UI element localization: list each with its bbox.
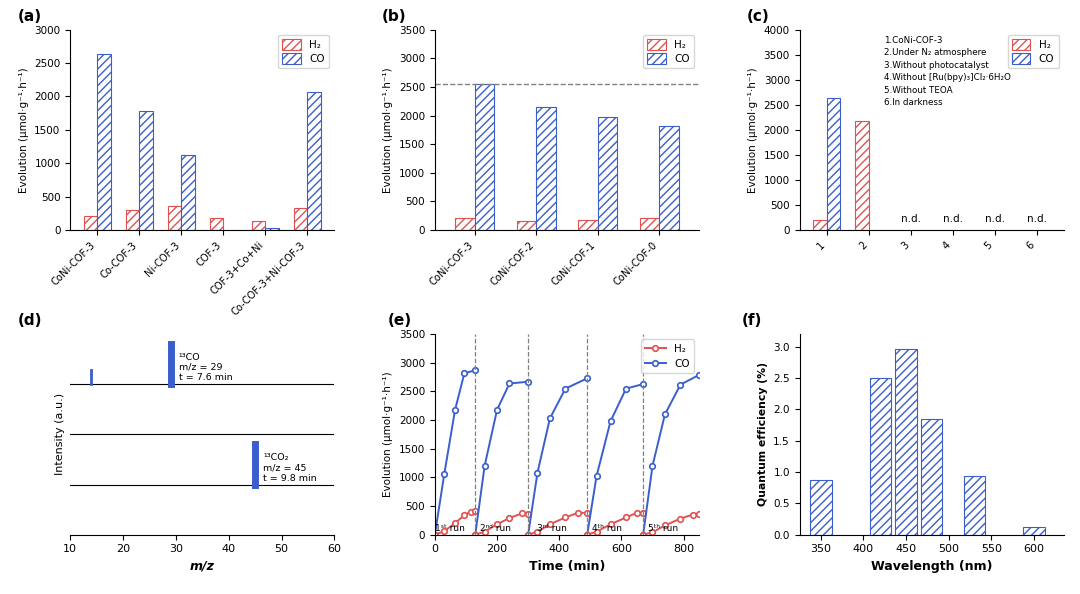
Text: 1.CoNi-COF-3
2.Under N₂ atmosphere
3.Without photocatalyst
4.Without [Ru(bpy)₃]C: 1.CoNi-COF-3 2.Under N₂ atmosphere 3.Wit…	[885, 36, 1011, 107]
Legend: H₂, CO: H₂, CO	[640, 339, 694, 373]
Bar	[475, 84, 495, 230]
Bar	[855, 121, 868, 230]
Text: n.d.: n.d.	[901, 214, 920, 224]
Bar	[537, 107, 556, 230]
Bar	[869, 378, 891, 535]
Text: 1ˢᵗ run: 1ˢᵗ run	[435, 524, 465, 533]
Bar	[126, 210, 139, 230]
Text: (e): (e)	[388, 313, 411, 328]
Y-axis label: Evolution (μmol·g⁻¹·h⁻¹): Evolution (μmol·g⁻¹·h⁻¹)	[383, 67, 393, 192]
Bar	[659, 126, 679, 230]
X-axis label: m/z: m/z	[190, 560, 215, 573]
Y-axis label: Evolution (μmol·g⁻¹·h⁻¹): Evolution (μmol·g⁻¹·h⁻¹)	[18, 67, 29, 192]
Text: n.d.: n.d.	[985, 214, 1004, 224]
Bar	[578, 220, 597, 230]
Text: 3ʳᵈ run: 3ʳᵈ run	[537, 524, 566, 533]
X-axis label: Wavelength (nm): Wavelength (nm)	[870, 560, 993, 573]
Text: (f): (f)	[741, 313, 761, 328]
Bar	[294, 208, 307, 230]
Text: 5ᵗʰ run: 5ᵗʰ run	[648, 524, 678, 533]
Bar	[307, 93, 321, 230]
Text: n.d.: n.d.	[1026, 214, 1047, 224]
Text: (b): (b)	[382, 9, 407, 24]
Bar	[597, 116, 618, 230]
Bar	[167, 206, 181, 230]
Legend: H₂, CO: H₂, CO	[279, 35, 329, 68]
Bar	[455, 218, 475, 230]
Text: (a): (a)	[17, 9, 41, 24]
Bar	[139, 110, 153, 230]
Bar	[921, 419, 943, 535]
Bar	[252, 221, 266, 230]
Bar	[963, 476, 985, 535]
Legend: H₂, CO: H₂, CO	[643, 35, 694, 68]
Text: (d): (d)	[17, 313, 42, 328]
Y-axis label: Quantum efficiency (%): Quantum efficiency (%)	[758, 362, 768, 507]
Bar	[810, 479, 832, 535]
Y-axis label: Evolution (μmol·g⁻¹·h⁻¹): Evolution (μmol·g⁻¹·h⁻¹)	[748, 67, 758, 192]
Bar	[516, 221, 537, 230]
Text: 4ᵗʰ run: 4ᵗʰ run	[593, 524, 622, 533]
Text: ¹³CO
m/z = 29
t = 7.6 min: ¹³CO m/z = 29 t = 7.6 min	[178, 352, 232, 383]
Bar	[895, 349, 917, 535]
Legend: H₂, CO: H₂, CO	[1008, 35, 1058, 68]
Y-axis label: Evolution (μmol·g⁻¹·h⁻¹): Evolution (μmol·g⁻¹·h⁻¹)	[383, 372, 393, 497]
Y-axis label: Intensity (a.u.): Intensity (a.u.)	[55, 393, 65, 475]
Bar	[84, 216, 97, 230]
Bar	[813, 220, 827, 230]
Bar	[181, 154, 194, 230]
Bar	[266, 228, 279, 230]
Text: n.d.: n.d.	[943, 214, 962, 224]
Bar	[639, 219, 659, 230]
Bar	[97, 53, 111, 230]
Text: ¹³CO₂
m/z = 45
t = 9.8 min: ¹³CO₂ m/z = 45 t = 9.8 min	[264, 453, 316, 482]
Bar	[1024, 527, 1044, 535]
Text: 2ⁿᵈ run: 2ⁿᵈ run	[480, 524, 511, 533]
Text: (c): (c)	[746, 9, 769, 24]
X-axis label: Time (min): Time (min)	[529, 560, 605, 573]
Bar	[210, 219, 224, 230]
Bar	[827, 98, 840, 230]
